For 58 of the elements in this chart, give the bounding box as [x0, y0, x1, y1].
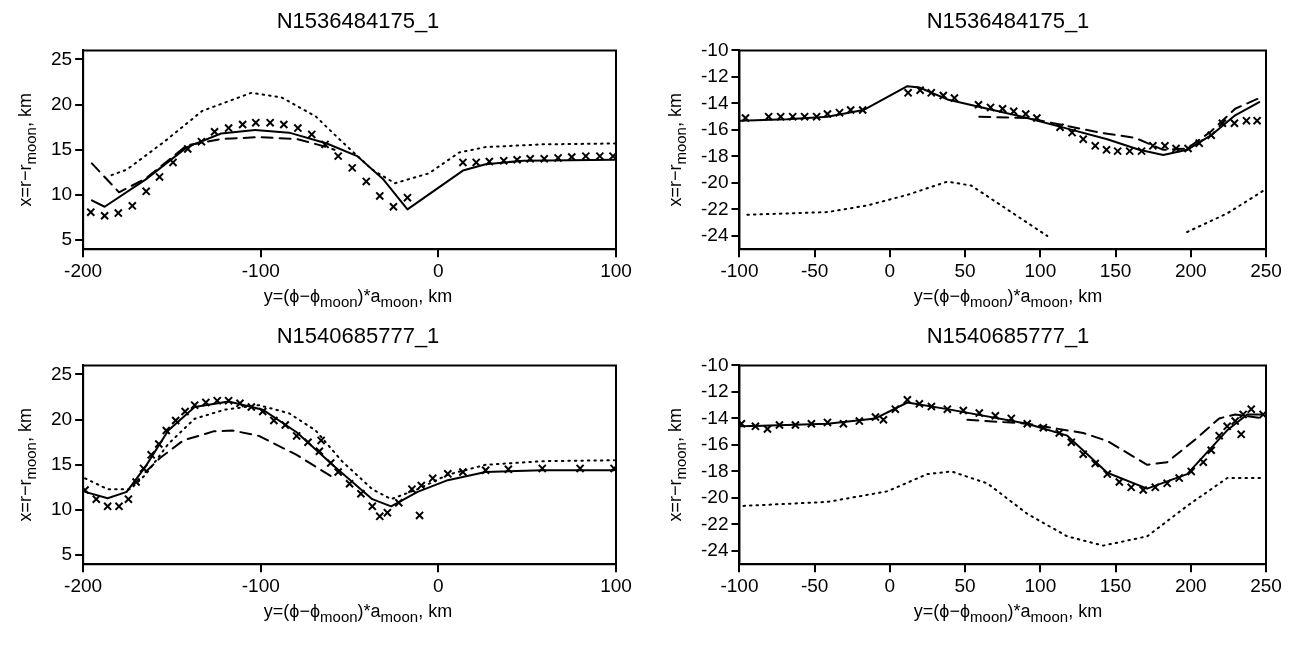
x-axis-title: y=(ϕ−ϕ$_{moon}$)*a$_{moon}$, km — [912, 286, 1104, 310]
x-tick-label: 150 — [1099, 259, 1132, 281]
x-tick-label: 100 — [600, 259, 632, 281]
y-tick-label: -16 — [700, 118, 729, 140]
x-tick-label: -100 — [241, 574, 280, 596]
x-tick-label: 0 — [433, 574, 444, 596]
x-tick-label: 0 — [884, 574, 896, 596]
x-axis-title: y=(ϕ−ϕ$_{moon}$)*a$_{moon}$, km — [262, 601, 454, 625]
x-tick-label: 150 — [1099, 574, 1132, 596]
x-tick-label: 100 — [1024, 259, 1057, 281]
x-tick-label: 100 — [1024, 574, 1057, 596]
y-tick-label: -24 — [700, 539, 729, 561]
x-tick-label: 250 — [1250, 259, 1282, 281]
chart-title: N1536484175_1 — [925, 8, 1091, 34]
y-tick-label: 25 — [50, 47, 73, 69]
x-tick-label: -200 — [64, 259, 103, 281]
y-tick-label: 15 — [50, 138, 73, 160]
y-tick-label: -16 — [700, 433, 729, 455]
y-tick-label: -10 — [700, 353, 729, 375]
y-tick-label: -12 — [700, 65, 729, 87]
y-tick-label: 20 — [50, 407, 73, 429]
x-tick-label: 100 — [600, 574, 632, 596]
x-tick-label: -50 — [800, 259, 829, 281]
x-tick-label: 250 — [1250, 574, 1282, 596]
y-tick-label: -22 — [700, 197, 729, 219]
y-tick-label: -18 — [700, 459, 729, 481]
y-tick-label: 10 — [50, 183, 73, 205]
chart-title: N1536484175_1 — [275, 8, 441, 34]
x-tick-label: 200 — [1174, 574, 1207, 596]
y-tick-label: 5 — [61, 228, 73, 250]
y-tick-label: -14 — [700, 91, 729, 113]
y-tick-label: -24 — [700, 224, 729, 246]
x-axis-title: y=(ϕ−ϕ$_{moon}$)*a$_{moon}$, km — [912, 601, 1104, 625]
x-tick-label: -100 — [720, 574, 759, 596]
y-tick-label: -20 — [700, 171, 729, 193]
x-tick-label: 0 — [884, 259, 896, 281]
y-tick-label: -18 — [700, 144, 729, 166]
chart-title: N1540685777_1 — [275, 323, 441, 349]
y-tick-label: 25 — [50, 362, 73, 384]
x-tick-label: -200 — [64, 574, 103, 596]
y-tick-label: -12 — [700, 380, 729, 402]
x-tick-label: 200 — [1174, 259, 1207, 281]
y-tick-label: -22 — [700, 512, 729, 534]
x-tick-label: -100 — [241, 259, 280, 281]
y-tick-label: -14 — [700, 406, 729, 428]
x-tick-label: 50 — [954, 574, 976, 596]
y-tick-label: 15 — [50, 453, 73, 475]
y-tick-label: 20 — [50, 92, 73, 114]
y-tick-label: 10 — [50, 498, 73, 520]
y-tick-label: -20 — [700, 486, 729, 508]
x-tick-label: 0 — [433, 259, 444, 281]
x-axis-title: y=(ϕ−ϕ$_{moon}$)*a$_{moon}$, km — [262, 286, 454, 310]
chart-title: N1540685777_1 — [925, 323, 1091, 349]
x-tick-label: 50 — [954, 259, 976, 281]
x-tick-label: -50 — [800, 574, 829, 596]
y-tick-label: 5 — [61, 543, 73, 565]
x-tick-label: -100 — [720, 259, 759, 281]
y-tick-label: -10 — [700, 38, 729, 60]
